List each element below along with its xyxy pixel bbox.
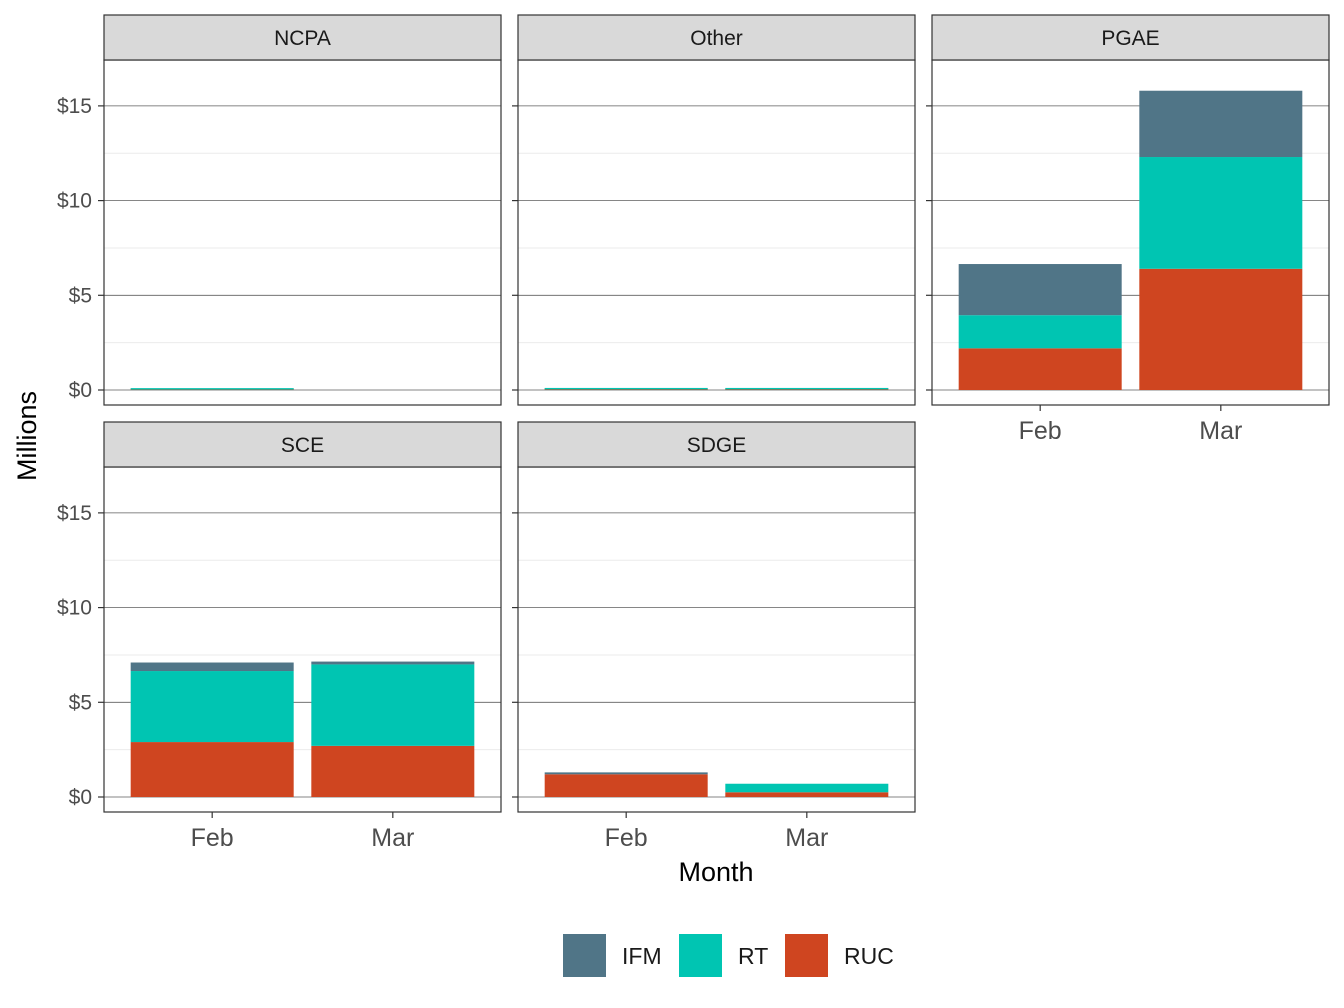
bar-sdge-feb-ruc <box>544 774 708 797</box>
strip-other <box>517 14 916 61</box>
bar-pgae-feb-ruc <box>958 348 1122 390</box>
bar-ncpa-feb-rt <box>130 388 294 390</box>
legend-key-rt <box>679 934 722 977</box>
legend-label-ruc: RUC <box>844 943 894 969</box>
bar-sdge-feb-ifm <box>544 772 708 775</box>
y-tick-label-ncpa: $0 <box>69 379 92 402</box>
strip-label-ncpa: NCPA <box>274 27 331 50</box>
facet-panels: NCPA $0 $5 $10 $15 Other PGAE Feb Mar SCE $0 $5 $10 $… <box>57 14 1330 852</box>
bar-pgae-feb-ifm <box>958 264 1122 316</box>
strip-pgae <box>931 14 1330 61</box>
bar-pgae-mar-ifm <box>1139 90 1303 158</box>
strip-label-other: Other <box>690 27 743 50</box>
strip-ncpa <box>103 14 502 61</box>
y-tick-label-sce: $5 <box>69 691 92 714</box>
bar-sdge-mar-rt <box>725 783 889 793</box>
bar-sce-mar-ruc <box>311 745 475 797</box>
y-tick-label-ncpa: $10 <box>57 190 92 213</box>
x-axis-title: Month <box>678 857 753 887</box>
bar-other-feb-rt <box>544 387 708 390</box>
strip-label-sce: SCE <box>281 434 324 457</box>
strip-label-sdge: SDGE <box>687 434 747 457</box>
y-tick-label-sce: $15 <box>57 502 92 525</box>
bar-sce-feb-rt <box>130 671 294 743</box>
bar-other-mar-rt <box>725 387 889 390</box>
legend-label-ifm: IFM <box>622 943 662 969</box>
bar-sce-mar-ifm <box>311 661 475 665</box>
strip-label-pgae: PGAE <box>1101 27 1159 50</box>
legend: IFM RT RUC <box>563 934 894 977</box>
panel-background-ncpa <box>104 60 501 405</box>
panel-background-other <box>518 60 915 405</box>
bar-pgae-feb-rt <box>958 315 1122 349</box>
legend-label-rt: RT <box>738 943 768 969</box>
bar-pgae-mar-rt <box>1139 157 1303 269</box>
y-tick-label-sce: $10 <box>57 597 92 620</box>
x-tick-label-sce-feb: Feb <box>191 824 234 852</box>
strip-sdge <box>517 421 916 468</box>
bar-sce-feb-ruc <box>130 742 294 797</box>
y-tick-label-sce: $0 <box>69 786 92 809</box>
bar-sdge-mar-ruc <box>725 792 889 797</box>
x-tick-label-sdge-mar: Mar <box>785 824 828 852</box>
bar-sce-feb-ifm <box>130 662 294 672</box>
panel-background-sdge <box>518 467 915 812</box>
strip-sce <box>103 421 502 468</box>
x-tick-label-sdge-feb: Feb <box>605 824 648 852</box>
legend-key-ruc <box>785 934 828 977</box>
y-tick-label-ncpa: $5 <box>69 284 92 307</box>
y-tick-label-ncpa: $15 <box>57 95 92 118</box>
bar-sce-mar-rt <box>311 664 475 746</box>
legend-key-ifm <box>563 934 606 977</box>
x-tick-label-pgae-feb: Feb <box>1019 417 1062 445</box>
bar-pgae-mar-ruc <box>1139 268 1303 390</box>
x-tick-label-sce-mar: Mar <box>371 824 414 852</box>
x-tick-label-pgae-mar: Mar <box>1199 417 1242 445</box>
y-axis-title: Millions <box>12 391 42 481</box>
